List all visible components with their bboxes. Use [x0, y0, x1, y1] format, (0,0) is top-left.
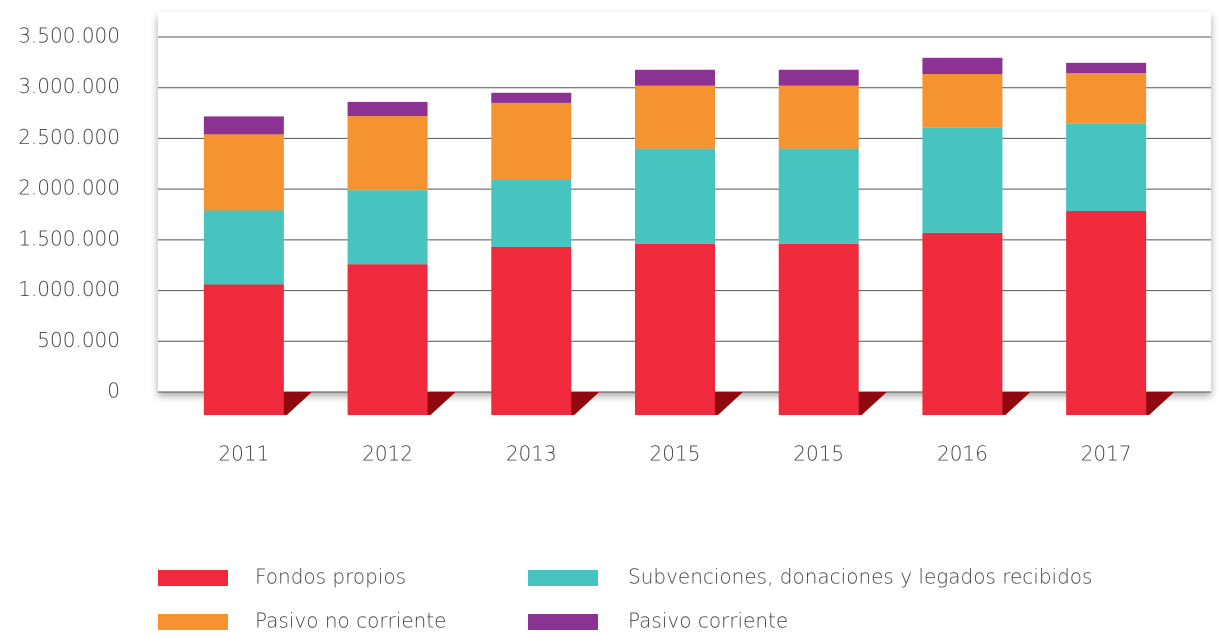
legend-label: Pasivo corriente — [628, 609, 788, 633]
bar-base — [635, 392, 715, 415]
x-tick-label: 2012 — [362, 442, 413, 466]
legend-label: Subvenciones, donaciones y legados recib… — [628, 565, 1092, 589]
bar-segment — [203, 116, 284, 135]
bar-segment — [1066, 123, 1147, 211]
legend-label: Fondos propios — [255, 565, 406, 589]
bar-segment — [347, 190, 428, 265]
bar-segment — [922, 127, 1003, 233]
y-tick-label: 3.500.000 — [18, 24, 120, 48]
bar-segment — [491, 246, 572, 392]
legend-swatch — [158, 614, 228, 630]
bar-base — [1066, 392, 1147, 415]
x-tick-label: 2011 — [218, 442, 269, 466]
x-tick-label: 2016 — [937, 442, 988, 466]
bar-segment — [635, 243, 715, 392]
bar-segment — [347, 101, 428, 117]
bar-segment — [635, 85, 715, 149]
bar-segment — [778, 243, 859, 392]
bar-base — [778, 392, 859, 415]
y-tick-label: 1.000.000 — [18, 277, 120, 301]
legend-label: Pasivo no corriente — [255, 609, 446, 633]
bar-segment — [1066, 62, 1147, 74]
bar-segment — [491, 180, 572, 247]
bar-segment — [347, 264, 428, 392]
x-tick-label: 2017 — [1081, 442, 1132, 466]
bar-segment — [922, 232, 1003, 392]
y-tick-label: 1.500.000 — [18, 226, 120, 250]
bar-base — [491, 392, 572, 415]
bar-segment — [635, 148, 715, 244]
bar-segment — [922, 57, 1003, 75]
y-tick-label: 0 — [107, 379, 120, 403]
bar-segment — [778, 85, 859, 149]
bar-segment — [635, 69, 715, 86]
bar-base — [922, 392, 1003, 415]
bar-segment — [347, 116, 428, 191]
x-tick-label: 2015 — [793, 442, 844, 466]
bar-segment — [778, 69, 859, 86]
legend-swatch — [528, 570, 598, 586]
bar-segment — [203, 134, 284, 211]
y-tick-label: 500.000 — [37, 328, 120, 352]
legend-swatch — [158, 570, 228, 586]
bar-segment — [203, 284, 284, 392]
bar-segment — [1066, 210, 1147, 392]
bar-base — [347, 392, 428, 415]
y-tick-label: 2.500.000 — [18, 125, 120, 149]
bar-segment — [1066, 73, 1147, 124]
bar-segment — [203, 210, 284, 285]
bar-segment — [778, 148, 859, 244]
y-tick-label: 2.000.000 — [18, 176, 120, 200]
x-tick-label: 2015 — [650, 442, 701, 466]
bar-segment — [491, 102, 572, 181]
bar-base — [203, 392, 284, 415]
bar-segment — [491, 92, 572, 103]
bar-segment — [922, 74, 1003, 128]
y-tick-label: 3.000.000 — [18, 74, 120, 98]
legend-swatch — [528, 614, 598, 630]
x-tick-label: 2013 — [506, 442, 557, 466]
